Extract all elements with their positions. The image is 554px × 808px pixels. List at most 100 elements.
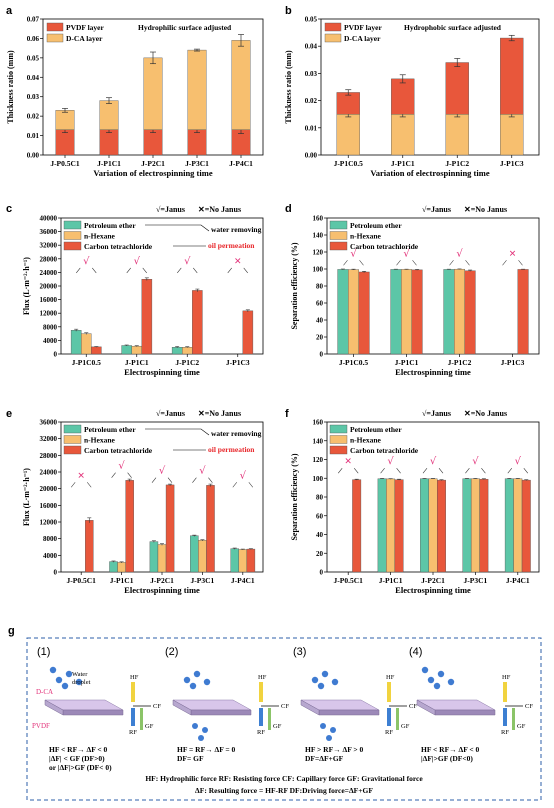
pvdf-label: PVDF	[32, 722, 50, 730]
legend-swatch	[63, 424, 82, 434]
bar	[206, 485, 215, 573]
legend-label: Carbon tetrachloride	[84, 242, 153, 251]
water-droplet	[203, 678, 211, 686]
water-arrow	[145, 224, 210, 232]
bar	[348, 269, 360, 355]
bar	[464, 270, 476, 355]
bar	[336, 113, 360, 156]
legend-swatch	[329, 241, 348, 251]
janus-mark: √	[240, 470, 247, 481]
janus-mark: √	[472, 456, 479, 467]
case-number: (1)	[37, 646, 50, 658]
case-line: HF > RF→ ΔF > 0	[305, 745, 364, 754]
case-2: (2) HF RF GF CF HF = RF→ ΔF = 0DF= GF	[165, 646, 289, 763]
arrow-mark	[227, 267, 248, 274]
legend-swatch	[329, 435, 348, 444]
case-4: (4) HF RF GF CF HF < RF→ ΔF < 0|ΔF|>GF (DF<0)	[409, 646, 533, 763]
legend-label: Carbon tetrachloride	[350, 242, 419, 251]
y-axis-label: Thickness ratio (mm)	[6, 50, 15, 124]
arrow-mark	[337, 468, 359, 474]
arrow-mark	[232, 482, 254, 488]
x-tick-label: J-P1C3	[500, 159, 524, 168]
hf-arrow	[503, 682, 507, 702]
y-tick-label: 28000	[40, 255, 58, 263]
rf-label: RF	[129, 729, 137, 736]
bar	[198, 540, 207, 573]
cf-label: CF	[153, 703, 161, 710]
gf-label: GF	[401, 723, 410, 730]
bar	[352, 479, 362, 573]
y-tick-label: 0.03	[27, 93, 40, 101]
gf-arrow	[140, 708, 143, 730]
water-droplet	[65, 670, 73, 678]
x-axis-label: Electrospinning time	[395, 585, 471, 595]
water-label: Water	[72, 671, 88, 678]
membrane-front	[172, 699, 192, 716]
case-line: DF= GF	[177, 754, 204, 763]
arrow-mark	[343, 260, 364, 266]
bar	[157, 544, 167, 573]
bar	[125, 480, 134, 573]
panel-d: d 0 20 40 60 80 100 120 140 160 Separation efficie…	[285, 203, 540, 377]
hf-arrow	[131, 682, 135, 702]
x-tick-label: J-P2C1	[421, 576, 445, 585]
dca-label: D-CA	[36, 688, 53, 696]
y-tick-label: 0.00	[27, 152, 40, 160]
no-janus-legend: ✕=No Janus	[464, 409, 507, 418]
gf-arrow	[268, 708, 271, 730]
janus-legend: √=Janus	[156, 409, 185, 418]
bar	[165, 484, 175, 573]
legend-swatch	[63, 220, 82, 230]
water-droplet	[437, 670, 445, 678]
janus-legend: √=Janus	[422, 205, 451, 214]
water-droplet	[202, 727, 208, 733]
y-tick-label: 20000	[40, 283, 58, 291]
membrane-side	[62, 709, 124, 716]
janus-mark: √	[134, 256, 141, 267]
oil-permeation-note: oil permeation	[208, 241, 255, 250]
water-droplet	[321, 670, 329, 678]
legend-swatch	[63, 241, 82, 251]
y-tick-label: 0.01	[27, 132, 40, 140]
arrow-mark	[76, 267, 97, 274]
janus-mark: √	[515, 456, 522, 467]
y-tick-label: 0	[320, 351, 324, 359]
legend-swatch	[63, 445, 82, 455]
bar	[521, 479, 531, 573]
bar	[192, 290, 203, 355]
arrow-mark	[507, 468, 529, 474]
bar	[70, 330, 82, 355]
cf-label: CF	[525, 703, 533, 710]
legend-label: PVDF layer	[344, 23, 383, 32]
arrow-mark	[422, 468, 444, 474]
x-axis-label: Variation of electrospinning time	[93, 168, 212, 178]
case-line: HF < RF→ ΔF < 0	[49, 745, 108, 754]
case-line: or |ΔF|>GF (DF< 0)	[49, 763, 112, 772]
y-tick-label: 8000	[43, 323, 58, 331]
y-tick-label: 80	[316, 494, 324, 502]
water-removing-note: water removing	[211, 225, 262, 234]
gf-label: GF	[517, 723, 526, 730]
water-droplet	[183, 676, 191, 684]
panel-label: a	[6, 5, 13, 17]
no-janus-legend: ✕=No Janus	[464, 205, 507, 214]
bar	[55, 129, 75, 156]
bar	[504, 478, 514, 573]
y-tick-label: 0.04	[305, 43, 318, 51]
arrow-mark	[192, 477, 213, 483]
bar	[99, 129, 119, 156]
y-tick-label: 32000	[40, 242, 58, 250]
legend-swatch	[63, 231, 82, 240]
x-tick-label: J-P1C1	[395, 358, 419, 367]
arrow-mark	[177, 267, 198, 274]
bar	[80, 333, 92, 355]
water-droplet	[330, 727, 336, 733]
bar	[117, 562, 126, 573]
x-tick-label: J-P0.5C1	[67, 576, 97, 585]
rf-label: RF	[257, 729, 265, 736]
x-tick-label: J-P1C1	[97, 159, 121, 168]
bar	[445, 113, 469, 156]
x-tick-label: J-P3C1	[191, 576, 215, 585]
x-axis-label: Electrospinning time	[124, 367, 200, 377]
